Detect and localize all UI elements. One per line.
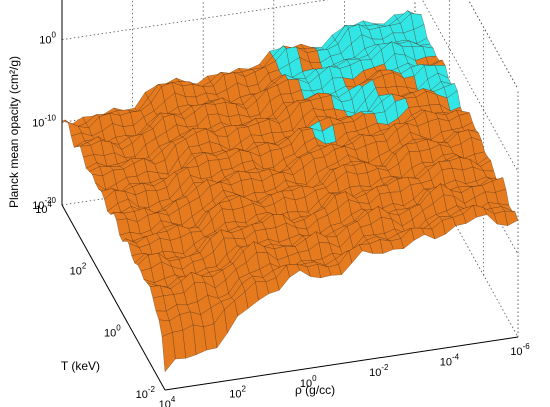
z-tick-label: 100 — [39, 31, 56, 47]
y-axis-label: T (keV) — [61, 359, 100, 373]
x-tick-label: 10-6 — [510, 342, 530, 358]
opacity-surface — [61, 10, 519, 373]
y-tick-label: 102 — [70, 262, 87, 278]
x-tick-label: 104 — [159, 395, 176, 407]
x-tick-label: 100 — [300, 374, 317, 390]
tick-labels: 104 102 100 10-2 10-4 10-610-210010210410-201… — [32, 31, 530, 407]
y-tick-label: 10-2 — [136, 385, 156, 401]
z-gridline — [467, 0, 519, 90]
z-tick-label: 10-20 — [32, 196, 56, 212]
x-axis-label: ρ (g/cc) — [295, 383, 335, 397]
y-axis-line — [61, 204, 166, 391]
x-tick-label: 10-4 — [440, 353, 460, 369]
y-tick-label: 100 — [104, 323, 121, 339]
z-gridline — [421, 0, 519, 172]
z-gridline — [414, 151, 519, 338]
x-axis-line — [164, 336, 519, 391]
x-tick-label: 102 — [229, 384, 246, 400]
z-tick-label: 10-10 — [32, 113, 56, 129]
x-tick-label: 10-2 — [369, 363, 389, 379]
surface-patch — [161, 332, 176, 373]
y-tick-label: 104 — [35, 200, 52, 216]
z-axis-label: Planck mean opacity (cm²/g) — [7, 56, 21, 208]
